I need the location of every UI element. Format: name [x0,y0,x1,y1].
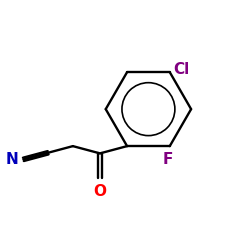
Text: O: O [94,184,106,199]
Text: F: F [162,152,172,167]
Text: N: N [5,152,18,167]
Text: Cl: Cl [174,62,190,77]
